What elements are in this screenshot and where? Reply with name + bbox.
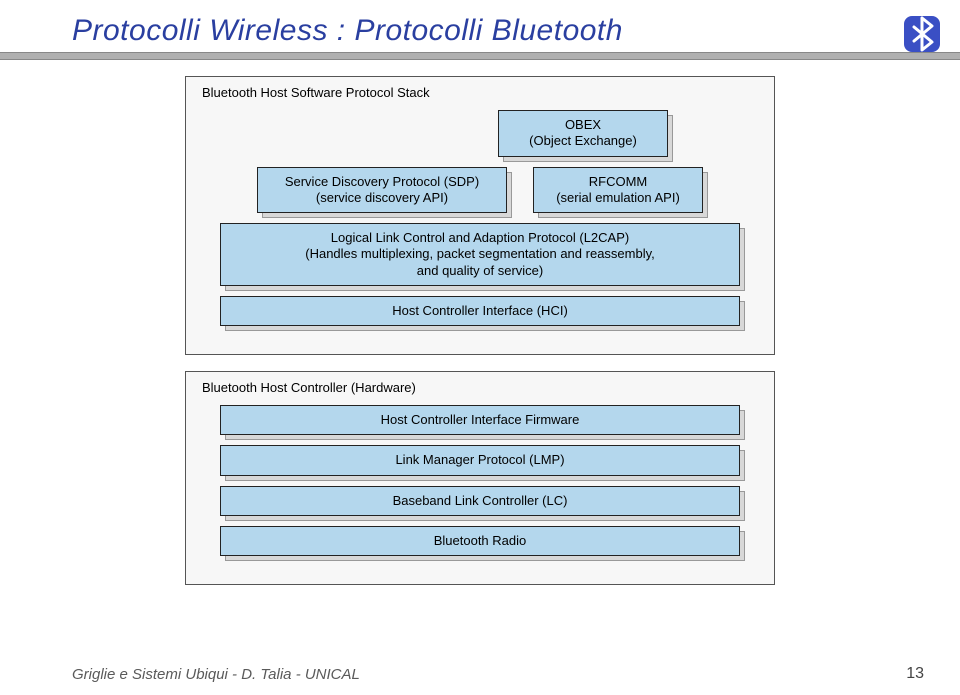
obex-sub: (Object Exchange) <box>529 133 637 148</box>
hci-box: Host Controller Interface (HCI) <box>220 296 740 326</box>
software-stack-group: Bluetooth Host Software Protocol Stack O… <box>185 76 775 355</box>
bluetooth-icon <box>902 14 942 54</box>
hci-firmware-box: Host Controller Interface Firmware <box>220 405 740 435</box>
page-number: 13 <box>906 665 924 683</box>
lmp-label: Link Manager Protocol (LMP) <box>395 452 564 467</box>
software-stack-label: Bluetooth Host Software Protocol Stack <box>202 85 758 100</box>
protocol-stack-diagram: Bluetooth Host Software Protocol Stack O… <box>185 76 775 601</box>
radio-box: Bluetooth Radio <box>220 526 740 556</box>
lmp-box: Link Manager Protocol (LMP) <box>220 445 740 475</box>
rfcomm-sub: (serial emulation API) <box>556 190 680 205</box>
sdp-sub: (service discovery API) <box>316 190 448 205</box>
obex-title: OBEX <box>565 117 601 132</box>
hci-label: Host Controller Interface (HCI) <box>392 303 568 318</box>
sdp-box: Service Discovery Protocol (SDP) (servic… <box>257 167 507 214</box>
l2cap-sub1: (Handles multiplexing, packet segmentati… <box>305 246 655 261</box>
radio-label: Bluetooth Radio <box>434 533 527 548</box>
sdp-title: Service Discovery Protocol (SDP) <box>285 174 479 189</box>
rfcomm-box: RFCOMM (serial emulation API) <box>533 167 703 214</box>
lc-label: Baseband Link Controller (LC) <box>393 493 568 508</box>
hci-firmware-label: Host Controller Interface Firmware <box>381 412 580 427</box>
obex-box: OBEX (Object Exchange) <box>498 110 668 157</box>
header-divider <box>0 52 960 60</box>
rfcomm-title: RFCOMM <box>589 174 648 189</box>
l2cap-title: Logical Link Control and Adaption Protoc… <box>331 230 629 245</box>
hardware-stack-label: Bluetooth Host Controller (Hardware) <box>202 380 758 395</box>
l2cap-box: Logical Link Control and Adaption Protoc… <box>220 223 740 286</box>
footer-text: Griglie e Sistemi Ubiqui - D. Talia - UN… <box>72 666 360 683</box>
lc-box: Baseband Link Controller (LC) <box>220 486 740 516</box>
hardware-stack-group: Bluetooth Host Controller (Hardware) Hos… <box>185 371 775 585</box>
l2cap-sub2: and quality of service) <box>417 263 543 278</box>
page-title: Protocolli Wireless : Protocolli Bluetoo… <box>72 14 623 48</box>
